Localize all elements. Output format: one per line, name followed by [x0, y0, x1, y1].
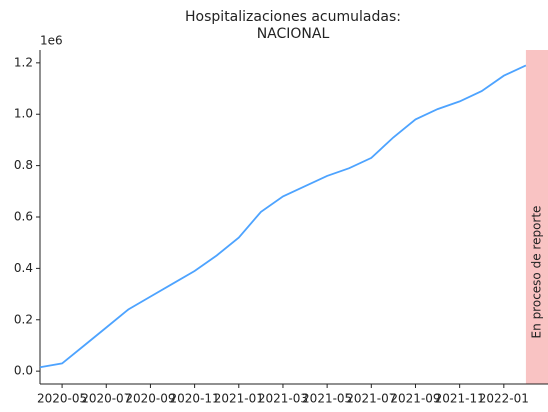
y-tick-label: 0.4 [14, 261, 33, 275]
x-tick-label: 2020-05 [37, 392, 87, 406]
shade-band [525, 50, 548, 384]
x-tick-label: 2021-09 [390, 392, 440, 406]
chart-title: NACIONAL [257, 26, 330, 42]
x-tick-label: 2020-11 [170, 392, 220, 406]
x-tick-label: 2022-01 [479, 392, 529, 406]
y-tick-label: 0.8 [14, 158, 33, 172]
x-tick-label: 2020-09 [125, 392, 175, 406]
chart-title: Hospitalizaciones acumuladas: [185, 9, 401, 25]
x-tick-label: 2021-05 [302, 392, 352, 406]
y-tick-label: 0.2 [14, 312, 33, 326]
x-tick-label: 2021-03 [258, 392, 308, 406]
y-tick-label: 0.6 [14, 210, 33, 224]
x-tick-label: 2020-07 [81, 392, 131, 406]
x-tick-label: 2021-11 [435, 392, 485, 406]
x-tick-label: 2021-07 [346, 392, 396, 406]
y-tick-label: 1.0 [14, 107, 33, 121]
shade-label: En proceso de reporte [529, 206, 543, 339]
y-offset-label: 1e6 [40, 34, 63, 48]
data-line [39, 64, 527, 369]
x-tick-label: 2021-01 [214, 392, 264, 406]
y-tick-label: 0.0 [14, 364, 33, 378]
y-tick-label: 1.2 [14, 55, 33, 69]
